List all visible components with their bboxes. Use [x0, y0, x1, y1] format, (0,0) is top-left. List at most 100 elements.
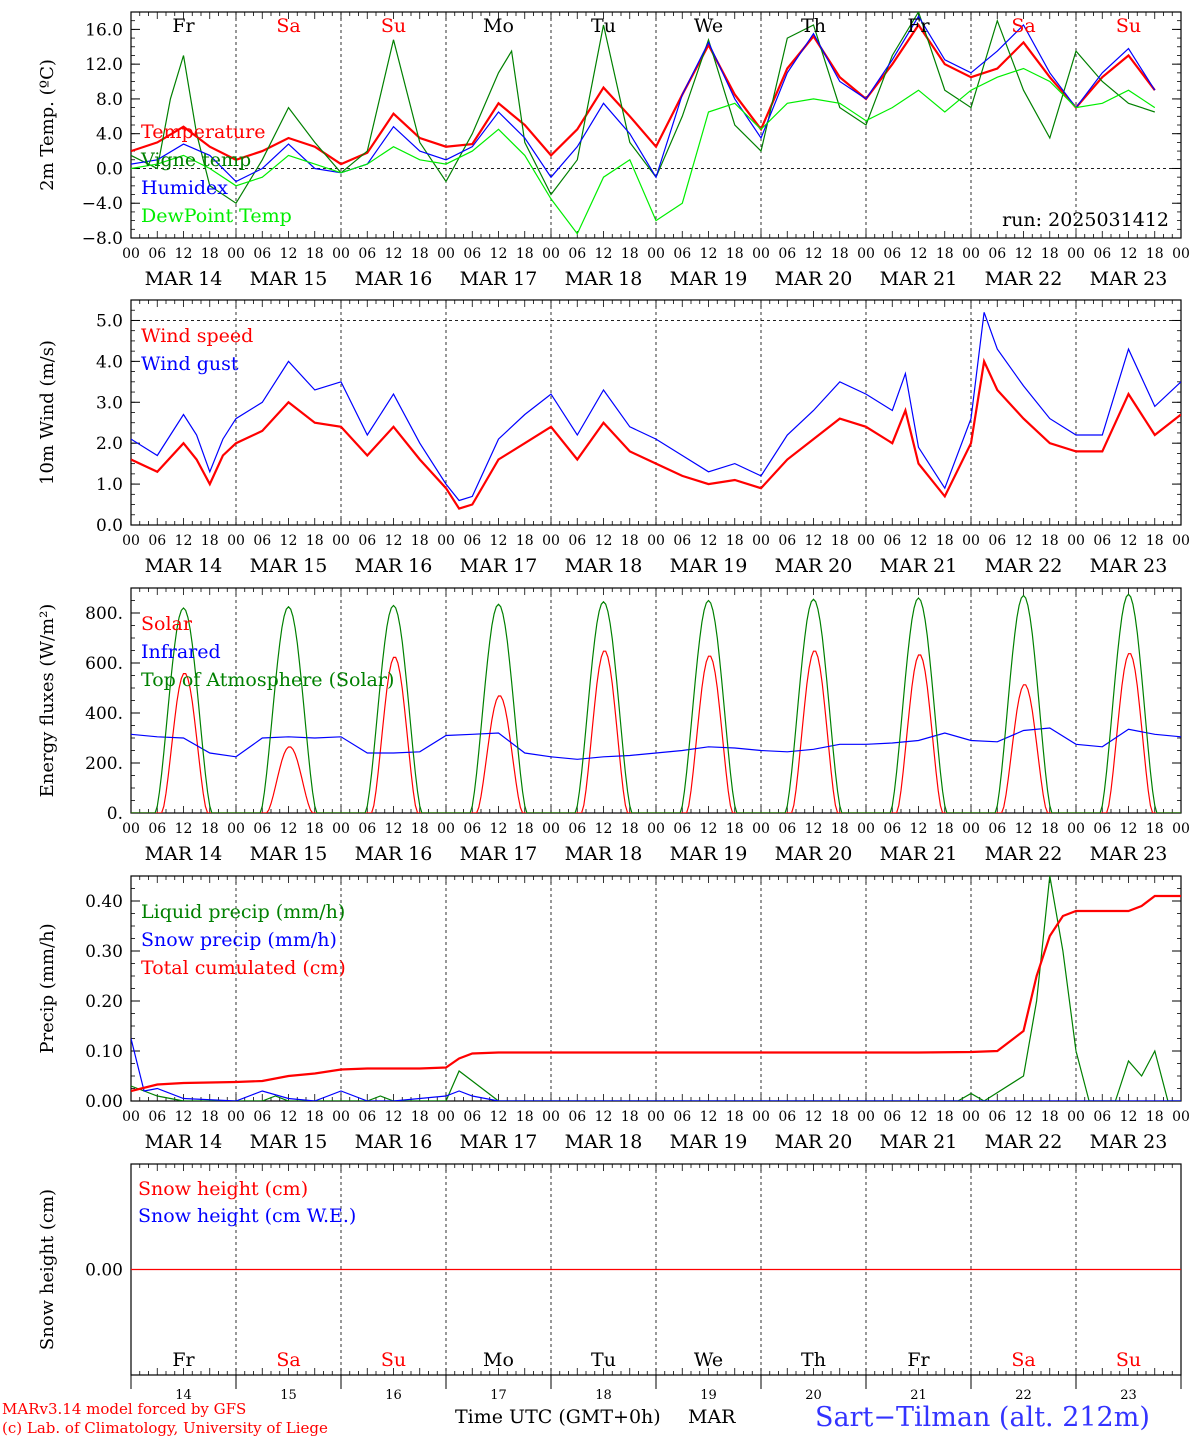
series-line-top-of-atmosphere-solar-	[131, 593, 1181, 813]
series-line-infrared	[131, 727, 1181, 760]
y-axis-label: Precip (mm/h)	[37, 923, 58, 1053]
legend-label: Liquid precip (mm/h)	[141, 901, 345, 923]
hour-label: 18	[411, 533, 429, 549]
hour-label: 06	[358, 821, 376, 837]
hour-label: 00	[857, 821, 875, 837]
date-label: MAR 16	[355, 268, 433, 290]
date-label: MAR 20	[775, 555, 853, 577]
hour-label: 06	[778, 246, 796, 262]
day-number-label: 18	[595, 1388, 612, 1403]
date-label: MAR 23	[1090, 555, 1168, 577]
y-tick-label: 3.0	[96, 393, 123, 413]
hour-label: 00	[332, 246, 350, 262]
series-line-wind-gust	[131, 312, 1181, 502]
panel-frame	[130, 299, 1182, 526]
legend-label: Solar	[141, 613, 193, 635]
hour-label: 12	[595, 1109, 613, 1125]
date-label: MAR 14	[145, 555, 223, 577]
weekday-label: Mo	[483, 15, 514, 37]
hour-label: 18	[936, 533, 954, 549]
hour-label: 06	[148, 1109, 166, 1125]
hour-label: 12	[1120, 246, 1138, 262]
hour-label: 00	[752, 821, 770, 837]
hour-label: 18	[831, 533, 849, 549]
hour-label: 12	[1015, 246, 1033, 262]
hour-label: 18	[1041, 533, 1059, 549]
hour-label: 18	[936, 246, 954, 262]
date-label: MAR 22	[985, 268, 1063, 290]
date-label: MAR 23	[1090, 268, 1168, 290]
hour-label: 00	[437, 246, 455, 262]
series-line-dewpoint-temp	[131, 67, 1156, 235]
legend-label: DewPoint Temp	[141, 205, 292, 227]
hour-label: 18	[621, 821, 639, 837]
hour-label: 18	[726, 246, 744, 262]
hour-label: 00	[437, 1109, 455, 1125]
y-tick-label: 0.0	[96, 516, 123, 536]
hour-label: 12	[700, 246, 718, 262]
hour-label: 06	[568, 1109, 586, 1125]
hour-label: 00	[1172, 821, 1190, 837]
hour-label: 06	[673, 246, 691, 262]
date-label: MAR 14	[145, 268, 223, 290]
hour-label: 18	[516, 1109, 534, 1125]
hour-label: 00	[122, 533, 140, 549]
hour-label: 06	[883, 821, 901, 837]
hour-label: 18	[1146, 1109, 1164, 1125]
weekday-label: Th	[801, 15, 826, 37]
hour-label: 12	[595, 821, 613, 837]
hour-label: 12	[490, 821, 508, 837]
hour-label: 06	[778, 533, 796, 549]
y-tick-label: 0.0	[96, 159, 123, 179]
legend-label: Wind speed	[141, 325, 253, 347]
hour-label: 18	[306, 246, 324, 262]
hour-label: 12	[910, 246, 928, 262]
hour-label: 06	[568, 246, 586, 262]
y-tick-label: 600.	[85, 654, 123, 674]
day-number-label: 21	[910, 1388, 927, 1403]
hour-label: 06	[148, 821, 166, 837]
hour-label: 00	[227, 246, 245, 262]
hour-label: 06	[568, 533, 586, 549]
hour-label: 12	[700, 821, 718, 837]
hour-label: 06	[568, 821, 586, 837]
hour-label: 12	[175, 1109, 193, 1125]
hour-label: 00	[542, 246, 560, 262]
hour-label: 12	[595, 246, 613, 262]
hour-label: 18	[306, 533, 324, 549]
hour-label: 12	[805, 821, 823, 837]
hour-label: 06	[1093, 533, 1111, 549]
date-label: MAR 17	[460, 843, 538, 865]
hour-label: 06	[253, 1109, 271, 1125]
hour-label: 06	[1093, 246, 1111, 262]
panel-2: 0.0 1.0 2.0 3.0 4.0 5.0 10m Wind (m/s) Wind spe…	[37, 299, 1190, 577]
hour-label: 12	[280, 533, 298, 549]
hour-label: 18	[516, 821, 534, 837]
date-label: MAR 20	[775, 843, 853, 865]
hour-label: 06	[358, 246, 376, 262]
hour-label: 00	[647, 1109, 665, 1125]
series-line-solar	[131, 650, 1181, 813]
series-line-vigne-temp	[131, 12, 1155, 205]
hour-label: 18	[621, 246, 639, 262]
hour-label: 00	[1067, 1109, 1085, 1125]
weekday-label: Fr	[907, 1349, 930, 1371]
date-label: MAR 22	[985, 843, 1063, 865]
hour-label: 18	[621, 1109, 639, 1125]
weekday-label: Sa	[276, 1349, 300, 1371]
hour-label: 18	[201, 1109, 219, 1125]
hour-label: 06	[883, 1109, 901, 1125]
date-label: MAR 17	[460, 1131, 538, 1153]
hour-label: 00	[857, 1109, 875, 1125]
date-label: MAR 14	[145, 843, 223, 865]
hour-label: 06	[1093, 821, 1111, 837]
legend-label: Vigne temp	[140, 149, 251, 171]
hour-label: 06	[778, 1109, 796, 1125]
y-tick-label: 1.0	[96, 475, 123, 495]
day-number-label: 17	[490, 1388, 507, 1403]
hour-label: 12	[280, 821, 298, 837]
weekday-label: We	[694, 15, 723, 37]
panel-3: 0. 200. 400. 600. 800. Energy fluxes (W/m²) So…	[37, 587, 1190, 865]
hour-label: 00	[542, 533, 560, 549]
y-axis-label: 10m Wind (m/s)	[37, 340, 58, 485]
